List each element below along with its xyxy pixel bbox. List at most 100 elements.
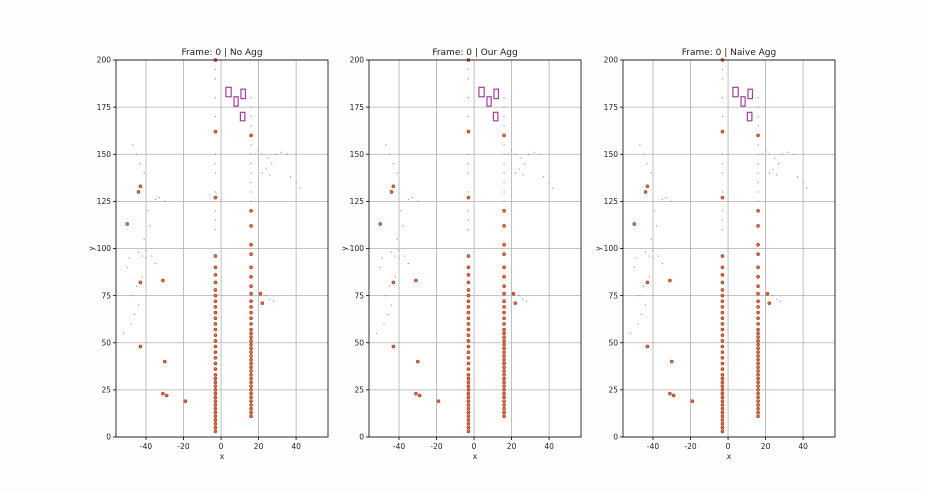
x-tick-label: -40	[393, 442, 405, 451]
detection-point	[502, 291, 506, 296]
detection-point	[213, 388, 218, 392]
detection-point	[213, 414, 218, 419]
lidar-point	[214, 191, 217, 193]
lidar-point	[265, 168, 267, 171]
detection-point	[756, 350, 760, 355]
detection-point	[756, 335, 760, 339]
lidar-point	[757, 115, 759, 118]
lidar-point	[721, 219, 724, 221]
lidar-point	[642, 153, 645, 155]
detection-point	[466, 350, 471, 355]
lidar-point	[764, 149, 767, 152]
lidar-point	[539, 153, 541, 155]
lidar-point	[396, 172, 398, 174]
y-tick-label: 200	[604, 56, 619, 65]
lidar-point	[721, 68, 724, 71]
x-tick-label: 20	[254, 442, 264, 451]
lidar-point	[250, 125, 252, 127]
detection-point	[756, 380, 760, 385]
detection-point	[249, 376, 253, 381]
lidar-point	[721, 172, 724, 174]
detection-point	[161, 278, 165, 283]
detection-point	[466, 195, 471, 200]
lidar-point	[641, 313, 643, 316]
detection-point	[756, 384, 760, 388]
detection-point	[756, 354, 760, 358]
chart-title: Frame: 0 | Naive Agg	[682, 48, 776, 58]
detection-point	[466, 403, 471, 407]
detection-point	[466, 344, 471, 349]
detection-point	[249, 414, 253, 419]
lidar-point	[214, 228, 217, 231]
detection-point	[466, 395, 471, 400]
lidar-point	[757, 181, 759, 184]
detection-point	[720, 350, 725, 355]
detection-point	[466, 333, 471, 338]
detection-point	[720, 406, 725, 411]
lidar-point	[768, 153, 771, 155]
detection-point	[511, 291, 516, 296]
detection-point	[720, 376, 725, 381]
x-tick-label: -40	[647, 442, 659, 451]
lidar-point	[635, 257, 637, 259]
lidar-point	[250, 106, 252, 108]
lidar-point	[271, 162, 273, 165]
y-tick-label: 25	[101, 386, 111, 395]
lidar-point	[467, 219, 470, 221]
lidar-point	[154, 262, 157, 265]
lidar-point	[143, 238, 145, 240]
detection-point	[502, 399, 506, 404]
lidar-point	[650, 172, 652, 174]
lidar-point	[510, 149, 513, 152]
y-tick-label: 100	[350, 244, 365, 253]
lidar-point	[280, 151, 282, 154]
detection-point	[720, 380, 725, 385]
x-tick-label: -40	[140, 442, 152, 451]
y-tick-label: 150	[97, 150, 112, 159]
lidar-point	[776, 174, 778, 176]
gt-box	[747, 88, 754, 100]
gt-box	[233, 96, 239, 107]
x-tick-label: 20	[507, 442, 517, 451]
lidar-point	[467, 153, 470, 155]
detection-point	[720, 399, 725, 404]
detection-point	[756, 133, 760, 138]
lidar-point	[796, 176, 799, 178]
lidar-point	[130, 323, 132, 325]
lidar-point	[250, 162, 252, 165]
lidar-point	[772, 294, 774, 297]
detection-point	[249, 305, 253, 309]
lidar-point	[503, 144, 505, 146]
detection-point	[213, 410, 218, 415]
detection-point	[502, 274, 506, 279]
lidar-point	[394, 276, 396, 278]
lidar-point	[552, 187, 554, 189]
detection-point	[756, 346, 760, 351]
detection-point	[720, 195, 725, 200]
detection-point	[502, 346, 506, 351]
lidar-point	[388, 285, 391, 287]
lidar-point	[721, 153, 724, 155]
detection-point	[466, 414, 471, 419]
detection-point	[249, 365, 253, 370]
lidar-point	[385, 294, 387, 297]
lidar-point	[646, 162, 649, 165]
detection-point	[213, 372, 218, 377]
lidar-point	[417, 200, 419, 203]
y-tick-label: 175	[350, 103, 365, 112]
detection-point	[502, 316, 506, 321]
detection-point	[502, 310, 506, 315]
detection-point	[213, 395, 218, 400]
detection-point	[213, 367, 218, 371]
detection-point	[260, 301, 265, 306]
detection-point	[213, 316, 218, 321]
lidar-point	[126, 266, 128, 269]
detection-point	[720, 273, 725, 277]
detection-point	[466, 327, 471, 332]
lidar-point	[757, 144, 759, 146]
detection-point	[756, 410, 760, 415]
lidar-point	[654, 210, 656, 212]
lidar-point	[525, 300, 528, 302]
lidar-point	[467, 68, 470, 71]
y-tick-label: 0	[613, 433, 618, 442]
